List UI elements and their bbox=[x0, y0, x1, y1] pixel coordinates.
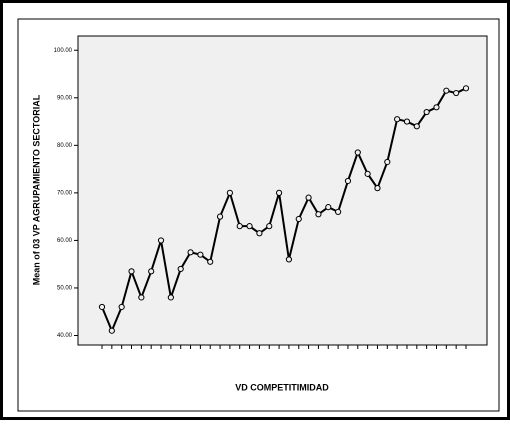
point-marker bbox=[187, 249, 194, 256]
point-marker bbox=[453, 89, 460, 97]
plot-area bbox=[77, 35, 488, 346]
point-marker bbox=[236, 223, 243, 230]
point-marker bbox=[384, 158, 391, 166]
point-marker bbox=[157, 237, 165, 244]
point-marker bbox=[177, 265, 184, 273]
point-marker bbox=[305, 194, 312, 201]
y-tick-label: 50.00 bbox=[57, 286, 73, 292]
point-marker bbox=[315, 211, 322, 218]
point-marker bbox=[266, 223, 273, 230]
point-marker bbox=[207, 258, 214, 265]
inner-frame bbox=[17, 18, 500, 412]
point-marker bbox=[462, 85, 470, 92]
point-marker bbox=[374, 185, 381, 192]
point-marker bbox=[256, 230, 263, 237]
y-axis-title: Mean of 03 VP AGRUPAMIENTO SECTORIAL bbox=[31, 94, 41, 285]
point-marker bbox=[295, 215, 302, 223]
point-marker bbox=[403, 118, 411, 125]
point-marker bbox=[423, 108, 430, 116]
y-tick-label: 100.00 bbox=[54, 48, 73, 54]
point-marker bbox=[335, 208, 342, 215]
point-marker bbox=[197, 251, 204, 258]
point-marker bbox=[108, 327, 115, 334]
y-tick-label: 40.00 bbox=[57, 333, 73, 339]
point-marker bbox=[344, 177, 352, 185]
point-marker bbox=[148, 268, 155, 275]
point-marker bbox=[226, 189, 233, 196]
point-marker bbox=[216, 213, 224, 220]
point-marker bbox=[128, 268, 135, 275]
y-tick-label: 70.00 bbox=[57, 190, 73, 196]
point-marker bbox=[394, 116, 401, 123]
y-tick-label: 80.00 bbox=[57, 143, 73, 149]
point-marker bbox=[354, 149, 361, 156]
point-marker bbox=[364, 170, 371, 177]
point-marker bbox=[118, 303, 125, 311]
point-marker bbox=[275, 189, 283, 196]
point-marker bbox=[285, 256, 293, 263]
y-tick-label: 90.00 bbox=[57, 95, 73, 101]
point-marker bbox=[325, 204, 332, 211]
point-marker bbox=[138, 294, 145, 301]
point-marker bbox=[246, 223, 253, 230]
point-marker bbox=[413, 123, 420, 130]
point-marker bbox=[443, 87, 450, 94]
point-marker bbox=[167, 294, 174, 301]
point-marker bbox=[98, 303, 106, 311]
point-marker bbox=[433, 104, 440, 111]
y-tick-label: 60.00 bbox=[57, 238, 73, 244]
x-axis-title: VD COMPETITIMIDAD bbox=[235, 382, 329, 392]
